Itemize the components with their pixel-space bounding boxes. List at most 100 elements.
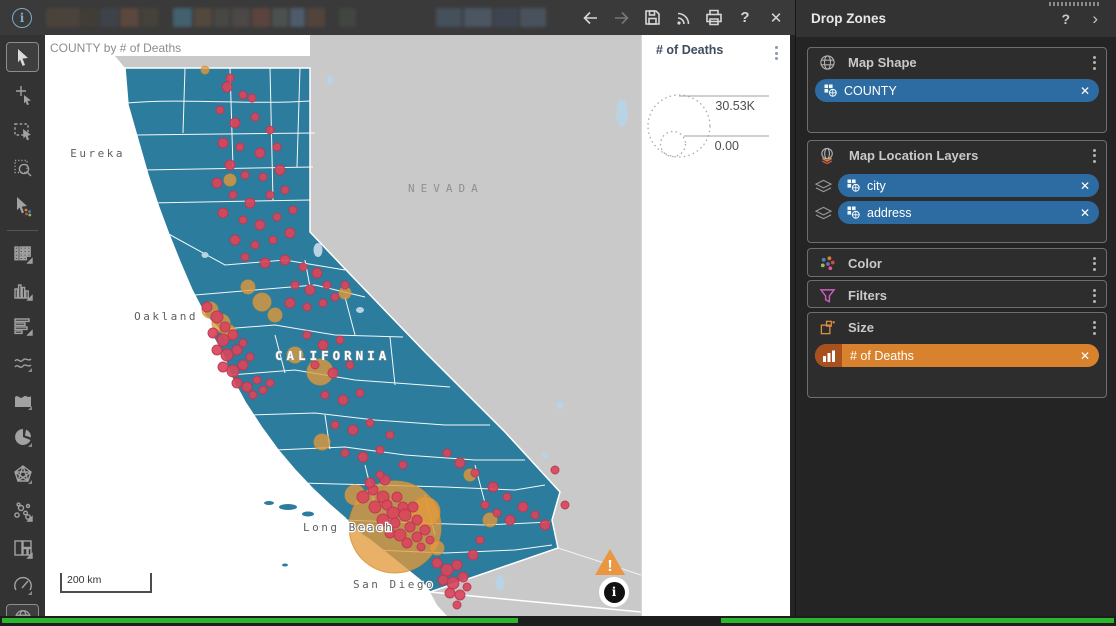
pill-city[interactable]: city ✕ [838,174,1099,197]
taskbar-progress-left [2,618,518,623]
address-dots-red[interactable] [201,73,570,610]
horizontal-bars-icon [13,318,33,336]
zoom-area-tool[interactable] [6,153,39,183]
legend-size-scale: 30.53K 0.00 [647,94,769,158]
geo-item-icon [847,206,860,219]
treemap-tool[interactable] [6,533,39,563]
panel-help-button[interactable]: ? [1061,10,1070,27]
crosshair-pointer-icon [15,86,31,105]
gauge-icon [13,576,32,595]
pill-county[interactable]: COUNTY ✕ [815,79,1099,102]
treemap-icon [13,540,33,559]
legend-max-value: 30.53K [715,99,755,113]
gauge-tool[interactable] [6,570,39,600]
state-label-nevada: NEVADA [408,182,484,195]
network-tool[interactable] [6,459,39,489]
city-label-san-diego: San Diego [353,578,435,591]
zone-label: Size [848,320,875,335]
pie-chart-tool[interactable] [6,422,39,452]
line-chart-tool[interactable] [6,348,39,378]
redacted-breadcrumb [46,8,356,27]
line-chart-icon [13,358,32,372]
globe-icon [820,55,835,70]
object-title: COUNTY by # of Deaths [50,41,182,55]
help-button[interactable]: ? [740,9,750,26]
legend-title: # of Deaths [656,43,724,57]
pill-label: address [867,205,912,220]
zone-map-shape[interactable]: Map Shape COUNTY ✕ [807,47,1107,133]
pill-label: # of Deaths [850,348,914,363]
panel-title: Drop Zones [811,11,887,26]
forward-arrow-icon [614,11,629,24]
pill-label: city [867,178,886,193]
remove-pill-icon[interactable]: ✕ [1079,205,1090,220]
pill-address[interactable]: address ✕ [838,201,1099,224]
toolbar-divider [7,230,38,231]
list-bars-tool[interactable] [6,311,39,341]
bar-chart-icon [13,284,33,301]
pointer-select-tool[interactable] [6,42,39,72]
remove-pill-icon[interactable]: ✕ [1079,348,1090,363]
redacted-status [436,8,546,27]
channel-islands [264,501,320,567]
zone-menu-button[interactable] [1091,287,1098,305]
top-bar: i ? ✕ [0,0,795,35]
map-scale-bar: 200 km [60,573,152,593]
add-point-tool[interactable] [6,79,39,109]
legend-menu-button[interactable] [773,44,780,62]
pill-num-of-deaths[interactable]: # of Deaths ✕ [815,344,1099,367]
layer-icon [815,179,832,192]
rss-icon [676,12,689,25]
zone-label: Map Shape [848,55,917,70]
remove-pill-icon[interactable]: ✕ [1079,83,1090,98]
legend-panel: # of Deaths 30.53K 0.00 [641,35,790,616]
printer-icon [706,9,722,26]
geo-map[interactable]: Eureka NEVADA Oakland CALIFORNIA Long Be… [45,35,641,616]
warning-icon[interactable]: ! [594,547,626,577]
bar-chart-tool[interactable] [6,276,39,306]
zone-size[interactable]: Size # of Deaths ✕ [807,312,1107,398]
city-label-long-beach: Long Beach [303,521,394,534]
forward-button[interactable] [610,7,632,29]
back-arrow-icon [582,11,597,24]
location-layers-icon [821,147,833,164]
zone-label: Filters [848,288,888,303]
zone-menu-button[interactable] [1091,147,1098,165]
scatter-tool[interactable] [6,496,39,526]
map-canvas[interactable]: COUNTY by # of Deaths [45,35,641,616]
back-button[interactable] [579,7,601,29]
share-feed-button[interactable] [672,7,694,29]
print-button[interactable] [703,7,725,29]
data-select-tool[interactable] [6,191,39,221]
marquee-select-tool[interactable] [6,116,39,146]
save-button[interactable] [641,7,663,29]
taskbar-progress-right [721,618,1114,623]
area-chart-tool[interactable] [6,385,39,415]
filter-funnel-icon [819,288,836,303]
map-info-button[interactable]: i [599,577,629,607]
zone-menu-button[interactable] [1091,255,1098,273]
crosstab-tool[interactable] [6,239,39,269]
zone-color[interactable]: Color [807,248,1107,277]
remove-pill-icon[interactable]: ✕ [1079,178,1090,193]
city-label-eureka: Eureka [70,147,125,160]
city-label-oakland: Oakland [134,310,198,323]
state-label-california: CALIFORNIA [275,348,390,363]
scatter-icon [13,502,33,522]
report-info-icon[interactable]: i [12,7,32,28]
zone-map-location-layers[interactable]: Map Location Layers city ✕ address ✕ [807,140,1107,243]
geo-item-icon [847,179,860,192]
drop-zones-header: Drop Zones ? › [796,0,1116,37]
size-icon [820,320,835,335]
crosstab-icon [13,246,33,264]
close-button[interactable]: ✕ [769,9,783,27]
zone-menu-button[interactable] [1091,54,1098,72]
panel-drag-handle[interactable] [1049,2,1101,6]
collapse-panel-icon[interactable]: › [1092,8,1098,28]
legend-min-value: 0.00 [715,139,739,153]
zone-label: Color [848,256,882,271]
area-chart-icon [14,396,32,410]
zone-filters[interactable]: Filters [807,280,1107,308]
zone-menu-button[interactable] [1091,319,1098,337]
zone-label: Map Location Layers [849,148,979,163]
